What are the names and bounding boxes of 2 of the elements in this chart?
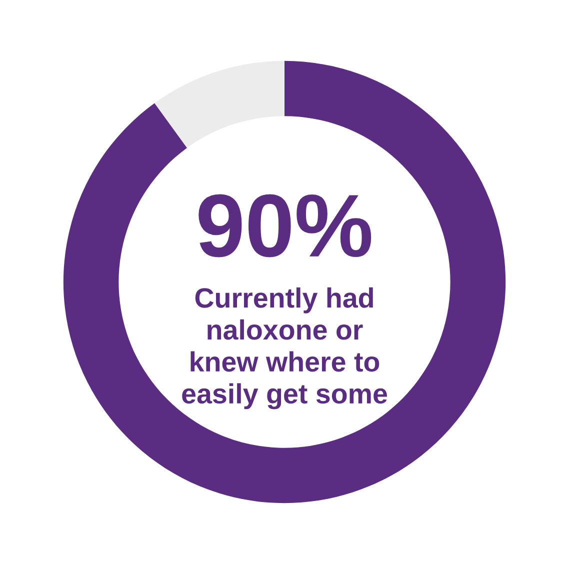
text: 90%	[198, 194, 372, 258]
text: Currently had naloxone or knew where to easily get some	[182, 287, 388, 410]
